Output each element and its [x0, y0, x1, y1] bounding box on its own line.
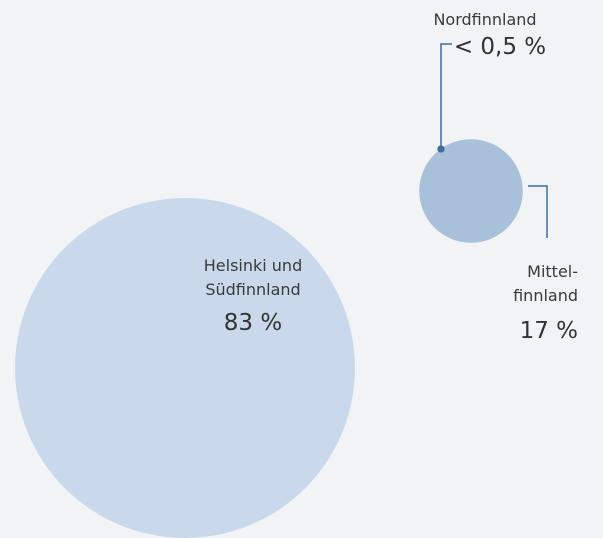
bubble-label: Mittel- finnland [513, 262, 578, 305]
value-label: 17 % [519, 318, 578, 344]
bubble [15, 198, 355, 538]
bubble [437, 145, 445, 153]
value-label: 83 % [223, 310, 283, 336]
bubble [419, 139, 523, 243]
leader-line [528, 185, 548, 238]
value-label: < 0,5 % [453, 34, 547, 60]
bubble-label: Nordfinnland [433, 10, 537, 29]
leader-line [440, 43, 452, 149]
bubble-label: Helsinki und Südfinnland [203, 256, 303, 299]
